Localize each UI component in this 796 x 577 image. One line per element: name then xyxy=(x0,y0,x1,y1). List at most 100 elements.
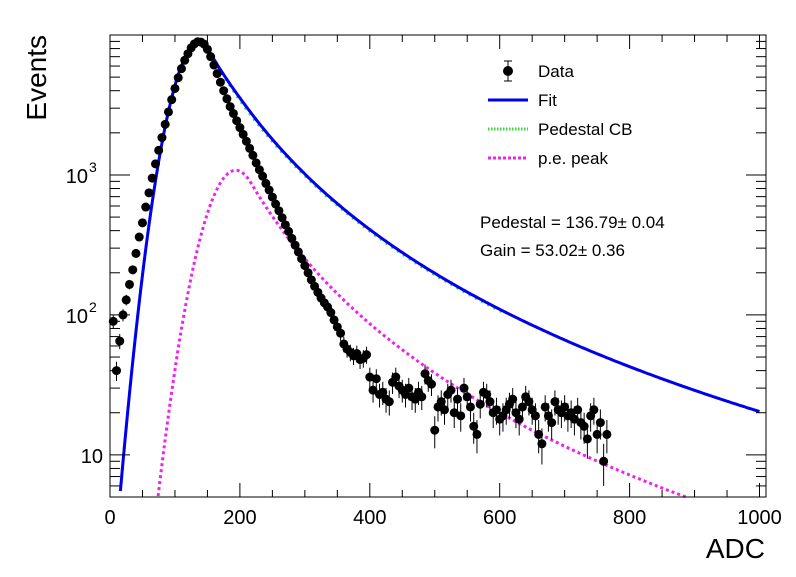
data-point xyxy=(235,123,245,133)
data-point-marker xyxy=(452,394,462,404)
data-point xyxy=(456,403,466,432)
data-point-marker xyxy=(430,425,440,435)
data-point-marker xyxy=(524,397,534,407)
series-pedestal-cb-curve xyxy=(118,42,507,492)
data-point-marker xyxy=(508,394,518,404)
data-point-marker xyxy=(206,52,216,62)
data-point-marker xyxy=(293,247,303,257)
plot-frame xyxy=(109,34,767,498)
data-point xyxy=(141,202,151,212)
data-point-marker xyxy=(589,405,599,415)
data-point xyxy=(368,379,378,403)
data-point xyxy=(595,409,605,440)
data-point-marker xyxy=(384,397,394,407)
data-point xyxy=(232,116,242,126)
data-point-marker xyxy=(543,411,553,421)
data-point xyxy=(173,73,183,83)
data-point-marker xyxy=(141,202,151,212)
data-point xyxy=(150,159,160,169)
data-point-marker xyxy=(300,261,310,271)
data-point xyxy=(137,218,147,228)
data-point xyxy=(245,143,255,153)
data-point xyxy=(121,294,131,306)
data-point-marker xyxy=(150,159,160,169)
legend-item: Pedestal CB xyxy=(488,120,633,139)
fit-results: Pedestal = 136.79± 0.04 Gain = 53.02± 0.3… xyxy=(480,213,665,260)
data-point-marker xyxy=(534,429,544,439)
data-point xyxy=(157,133,167,143)
data-point xyxy=(248,150,258,160)
legend-label: Data xyxy=(538,62,574,81)
data-point-marker xyxy=(167,95,177,105)
data-point xyxy=(219,86,229,96)
data-point-marker xyxy=(582,434,592,444)
fit-result-text: Gain = 53.02± 0.36 xyxy=(480,241,625,260)
data-point xyxy=(209,60,219,70)
data-point-marker xyxy=(469,421,479,431)
data-point xyxy=(287,233,297,243)
data-point-marker xyxy=(219,86,229,96)
data-point xyxy=(469,412,479,444)
data-point xyxy=(290,240,300,250)
data-point xyxy=(599,443,609,486)
data-point xyxy=(124,279,134,290)
series-pe-peak-curve xyxy=(156,168,687,499)
data-point xyxy=(427,374,437,396)
data-point-marker xyxy=(371,374,381,384)
legend-label: Fit xyxy=(538,91,557,110)
legend-item: Fit xyxy=(488,91,557,110)
data-point xyxy=(274,206,284,216)
data-point xyxy=(303,268,313,278)
data-point xyxy=(439,397,449,425)
data-point-marker xyxy=(290,240,300,250)
data-point-marker xyxy=(121,295,131,305)
data-point xyxy=(446,379,456,403)
data-point xyxy=(326,306,336,319)
data-point-marker xyxy=(592,429,602,439)
data-point-marker xyxy=(235,123,245,133)
data-point-marker xyxy=(336,328,346,338)
data-point xyxy=(543,403,553,432)
data-point-marker xyxy=(124,279,134,289)
data-point xyxy=(170,83,180,93)
y-axis-title: Events xyxy=(21,35,52,121)
data-point xyxy=(202,44,212,54)
data-point-marker xyxy=(297,254,307,264)
data-point xyxy=(300,261,310,271)
data-point-marker xyxy=(472,429,482,439)
data-point xyxy=(514,406,524,436)
data-point-marker xyxy=(579,421,589,431)
data-point-marker xyxy=(176,64,186,74)
data-point-marker xyxy=(287,233,297,243)
data-point-marker xyxy=(462,392,472,402)
data-point xyxy=(452,388,462,413)
data-point xyxy=(534,420,544,454)
data-point-marker xyxy=(277,213,287,223)
data-point-marker xyxy=(420,369,430,379)
data-point-marker xyxy=(284,226,294,236)
data-point xyxy=(589,397,599,425)
data-point xyxy=(537,428,547,465)
data-point-marker xyxy=(238,129,248,139)
data-point-marker xyxy=(131,248,141,258)
data-point xyxy=(225,102,235,112)
data-point xyxy=(297,254,307,264)
data-point-marker xyxy=(491,405,501,415)
data-point-marker xyxy=(160,119,170,129)
data-point-marker xyxy=(264,185,274,195)
data-point-marker xyxy=(368,385,378,395)
data-point xyxy=(147,173,157,183)
data-point-marker xyxy=(326,308,336,318)
data-point-marker xyxy=(427,379,437,389)
data-point-marker xyxy=(228,108,238,118)
data-point-marker xyxy=(212,69,222,79)
data-point-marker xyxy=(267,192,277,202)
data-point-marker xyxy=(446,385,456,395)
data-point-marker xyxy=(436,397,446,407)
fit-result-text: Pedestal = 136.79± 0.04 xyxy=(480,213,665,232)
series-fit-curve xyxy=(118,42,760,492)
data-point-marker xyxy=(202,44,212,54)
legend-label: p.e. peak xyxy=(538,149,608,168)
data-point-marker xyxy=(550,397,560,407)
data-point xyxy=(362,346,372,364)
